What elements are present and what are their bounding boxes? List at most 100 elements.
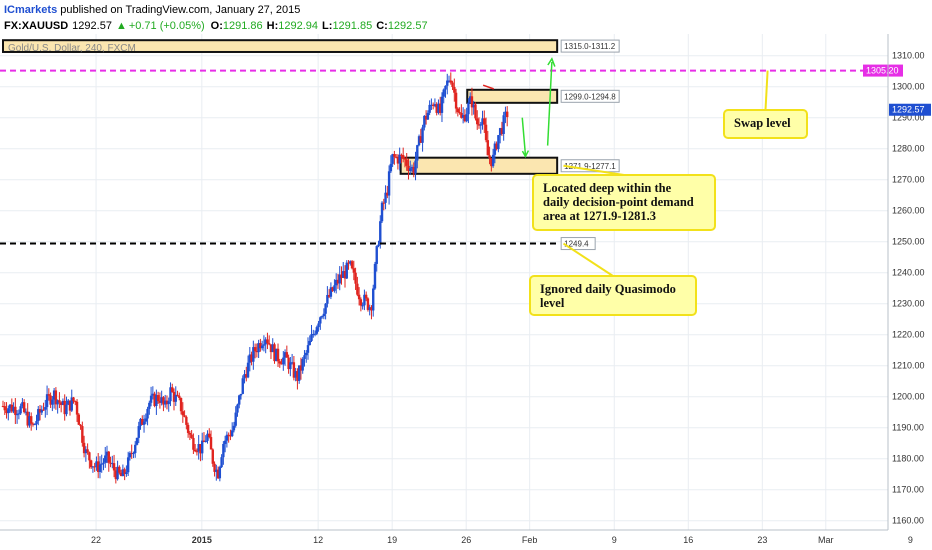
candle-body (111, 463, 114, 465)
candle-body (407, 165, 410, 171)
y-tick-label: 1230.00 (892, 299, 925, 309)
candle-layer (1, 72, 509, 484)
quasimodo-note-box[interactable] (529, 275, 697, 316)
candle-body (440, 96, 444, 113)
candle-body (33, 424, 36, 426)
candle-body (63, 400, 66, 415)
candle-body (250, 354, 253, 362)
candle-body (172, 391, 176, 402)
symbol-label[interactable]: FX:XAUUSD (4, 20, 68, 32)
candle-body (338, 274, 341, 284)
supply-demand-zone[interactable] (399, 156, 559, 175)
candle-body (389, 163, 393, 172)
candle-body (313, 333, 317, 335)
swap-level-note-box[interactable] (723, 109, 808, 139)
candle-body (506, 111, 509, 118)
candle-body (303, 355, 306, 360)
candle-body (174, 394, 177, 402)
candle-body (400, 154, 403, 156)
candle-body (190, 434, 193, 438)
brand-name[interactable]: ICmarkets (4, 4, 57, 16)
candle-body (431, 104, 435, 106)
candle-body (31, 423, 35, 425)
zone-label-box (560, 89, 620, 103)
y-tick-label: 1210.00 (892, 361, 925, 371)
green-arrow-up-head (547, 57, 556, 67)
candle-body (227, 434, 230, 436)
open-value: 1291.86 (223, 20, 263, 32)
candle-body (5, 410, 8, 414)
candle-body (278, 361, 281, 364)
candle-body (465, 114, 468, 122)
candle-body (393, 154, 396, 157)
y-tick-label: 1220.00 (892, 330, 925, 340)
candle-body (252, 347, 255, 362)
candle-body (454, 92, 458, 109)
change-arrow-icon: ▲ (116, 20, 127, 32)
candle-body (467, 102, 470, 115)
candle-body (387, 171, 391, 196)
candle-body (241, 378, 244, 394)
candle-body (290, 362, 294, 364)
demand-area-note-text-line: area at 1271.9-1281.3 (543, 209, 656, 223)
candle-body (3, 406, 6, 411)
candle-body (37, 409, 40, 422)
candle-body (149, 395, 153, 403)
candle-body (461, 114, 465, 118)
candle-body (354, 272, 357, 284)
candle-body (372, 288, 375, 311)
x-tick-label: 23 (757, 535, 767, 545)
x-tick-label: Feb (522, 535, 538, 545)
candle-body (423, 115, 426, 128)
candle-body (82, 442, 86, 454)
candle-body (30, 416, 33, 424)
candle-body (326, 294, 329, 304)
candle-body (58, 400, 61, 403)
candle-body (201, 440, 204, 454)
quasimodo-note-text-line: level (540, 296, 565, 310)
candle-body (453, 86, 456, 93)
candle-body (155, 395, 158, 406)
candle-body (391, 154, 394, 164)
candle-body (470, 96, 474, 108)
candle-body (349, 261, 352, 264)
x-tick-label: 9 (908, 535, 913, 545)
y-tick-label: 1310.00 (892, 51, 925, 61)
demand-area-note-box[interactable] (532, 174, 716, 231)
candle-body (81, 426, 84, 443)
supply-demand-zone[interactable] (2, 39, 559, 53)
candle-body (218, 467, 222, 479)
candle-body (340, 274, 343, 278)
candle-body (446, 80, 449, 86)
candle-body (334, 279, 338, 286)
candle-body (498, 128, 502, 136)
high-label: H: (267, 20, 279, 32)
candle-body (384, 192, 387, 203)
candle-body (238, 395, 241, 405)
candle-body (179, 397, 183, 412)
x-tick-label: 19 (387, 535, 397, 545)
demand-area-note-text-line: Located deep within the (543, 181, 672, 195)
candle-body (229, 435, 232, 437)
candle-body (299, 365, 303, 371)
level-layer: 1305.20 1249.4 (0, 64, 903, 251)
y-tick-label: 1190.00 (892, 423, 924, 433)
candle-body (368, 307, 371, 310)
candle-body (486, 140, 490, 156)
candle-body (118, 466, 121, 473)
candle-body (91, 466, 95, 468)
supply-demand-zone[interactable] (466, 88, 559, 104)
candle-body (153, 393, 156, 406)
swap-level-price-text: 1305.20 (866, 66, 899, 76)
swap-level-price-tag (863, 64, 903, 77)
candle-body (137, 426, 140, 438)
candle-body (343, 271, 347, 279)
candle-body (292, 362, 296, 378)
candle-body (188, 432, 192, 435)
candle-body (199, 444, 202, 454)
y-tick-label: 1160.00 (892, 516, 924, 526)
candle-body (435, 104, 438, 113)
candle-body (373, 263, 377, 289)
